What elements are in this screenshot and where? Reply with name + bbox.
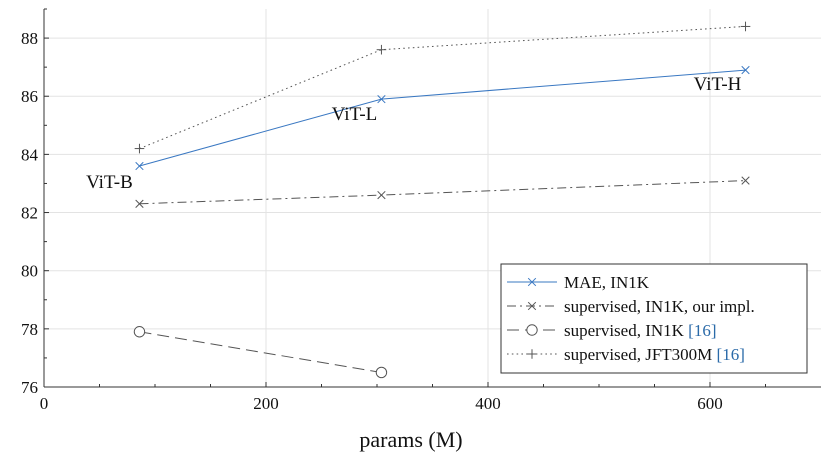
series-line [139, 331, 382, 373]
y-tick-label: 86 [21, 87, 38, 106]
y-tick-label: 88 [21, 29, 38, 48]
series-2 [135, 176, 750, 208]
data-point [741, 65, 750, 75]
legend-citation[interactable]: [16] [688, 321, 716, 340]
grid [43, 9, 821, 388]
legend-entry: MAE, IN1K [507, 273, 650, 292]
legend-label: supervised, IN1K [16] [564, 321, 717, 340]
legend-marker [526, 324, 538, 336]
data-point [135, 199, 144, 208]
legend-entry: supervised, JFT300M [16] [507, 345, 745, 364]
axes [43, 8, 821, 388]
data-point [377, 190, 386, 200]
series-line [139, 69, 746, 167]
series-4 [134, 21, 751, 154]
legend-label: MAE, IN1K [564, 273, 650, 292]
x-tick-label: 400 [475, 394, 501, 413]
data-point [375, 366, 388, 379]
point-label: ViT-L [332, 104, 378, 125]
data-point [135, 161, 144, 171]
series-line [139, 180, 746, 205]
x-tick-label: 600 [697, 394, 723, 413]
y-tick-label: 80 [21, 262, 38, 281]
data-point [134, 143, 145, 154]
y-tick-label: 84 [21, 145, 39, 164]
data-point [377, 94, 386, 104]
point-labels: ViT-B ViT-L ViT-H [86, 74, 742, 193]
data-point [740, 21, 751, 32]
x-axis-title: params (M) [359, 427, 462, 452]
legend-citation[interactable]: [16] [717, 345, 745, 364]
x-tick-label: 200 [253, 394, 279, 413]
tick-labels: 76 78 80 82 84 86 88 0 200 400 600 [21, 29, 723, 413]
legend: MAE, IN1K supervised, IN1K, our impl. supe… [500, 263, 808, 374]
data-point [133, 326, 146, 338]
y-tick-label: 78 [21, 320, 38, 339]
data-point [376, 44, 387, 55]
legend-label: supervised, IN1K, our impl. [564, 297, 755, 316]
y-tick-label: 82 [21, 204, 38, 223]
legend-marker [527, 301, 537, 311]
legend-entry: supervised, IN1K, our impl. [507, 297, 755, 316]
legend-label: supervised, JFT300M [16] [564, 345, 745, 364]
legend-marker [527, 349, 537, 359]
series-layer [133, 21, 751, 379]
series-1 [135, 65, 750, 171]
series-line [139, 25, 746, 150]
legend-marker [527, 277, 537, 287]
data-point [741, 176, 750, 185]
point-label: ViT-H [694, 74, 742, 95]
legend-entry: supervised, IN1K [16] [507, 321, 717, 340]
series-3 [133, 326, 388, 379]
y-tick-label: 76 [21, 378, 38, 397]
x-tick-label: 0 [40, 394, 49, 413]
point-label: ViT-B [86, 172, 133, 193]
